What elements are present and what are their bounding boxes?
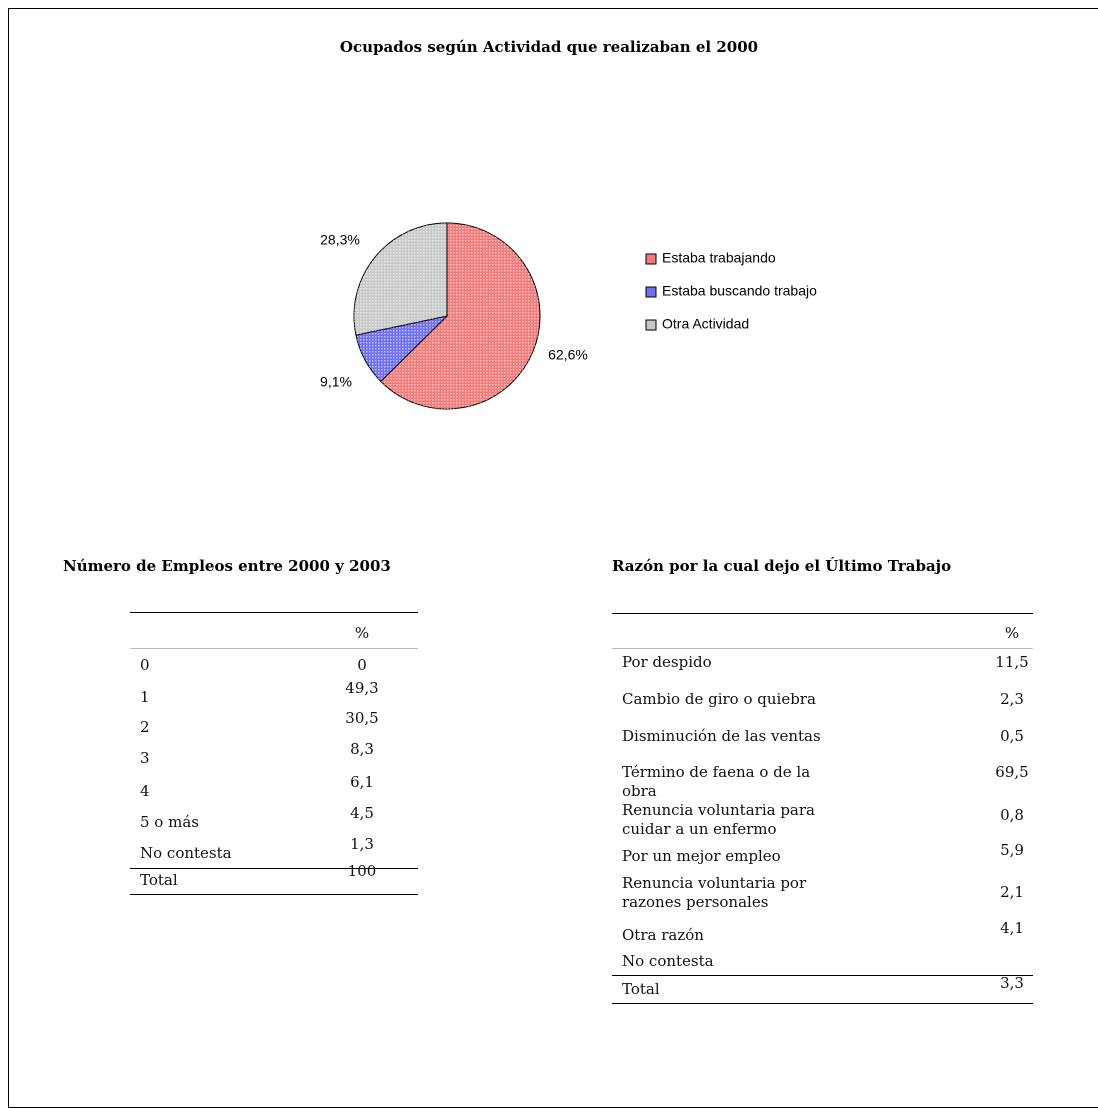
row-value: 0,5 [1000, 727, 1024, 745]
bottom-rule [130, 894, 418, 895]
page: Ocupados según Actividad que realizaban … [8, 8, 1098, 1108]
table-title: Número de Empleos entre 2000 y 2003 [63, 557, 391, 575]
row-label: Término de faena o de la obra [622, 763, 811, 800]
row-label: Por un mejor empleo [622, 847, 781, 865]
column-header: % [1004, 624, 1020, 642]
row-label: Renuncia voluntaria para cuidar a un enf… [622, 801, 815, 838]
row-label: 1 [140, 688, 150, 706]
slice-label: 9,1% [320, 374, 352, 390]
row-value: 0 [357, 656, 367, 674]
row-value: 4,5 [350, 804, 374, 822]
row-value: 69,5 [995, 763, 1029, 781]
row-value: 5,9 [1000, 841, 1024, 859]
row-label: Por despido [622, 653, 712, 671]
total-value: 100 [347, 862, 377, 880]
slice-label: 28,3% [320, 232, 360, 248]
legend-label: Estaba buscando trabajo [662, 283, 817, 299]
table-rule [612, 613, 1033, 614]
row-label: Otra razón [622, 926, 704, 944]
header-rule [130, 648, 418, 649]
row-value: 30,5 [345, 709, 379, 727]
slice-label: 62,6% [548, 347, 588, 363]
row-value: 11,5 [995, 653, 1029, 671]
row-label: No contesta [622, 952, 714, 970]
legend-label: Estaba trabajando [662, 250, 776, 266]
chart-title: Ocupados según Actividad que realizaban … [339, 38, 759, 56]
legend-swatch [645, 253, 657, 265]
row-label: Cambio de giro o quiebra [622, 690, 816, 708]
pie-slice-texture [353, 223, 447, 336]
bottom-rule [612, 1003, 1033, 1004]
row-value: 1,3 [350, 835, 374, 853]
row-value: 4,1 [1000, 919, 1024, 937]
total-rule [612, 975, 1033, 976]
row-value: 49,3 [345, 679, 379, 697]
total-label: Total [622, 980, 660, 998]
chart: 62,6% Estaba trabajando 9,1% Estaba buscand… [320, 222, 817, 410]
row-label: 5 o más [140, 813, 199, 831]
row-value: 8,3 [350, 740, 374, 758]
row-label: 3 [140, 749, 150, 767]
pie-slice-texture [380, 223, 540, 410]
row-value: 2,1 [1000, 883, 1024, 901]
total-label: Total [140, 871, 178, 889]
pie-slice-texture [355, 316, 447, 382]
row-label: 0 [140, 656, 150, 674]
legend-swatch [645, 319, 657, 331]
row-label: Renuncia voluntaria por razones personal… [622, 874, 807, 911]
table-rule [130, 612, 418, 613]
column-header: % [354, 624, 370, 642]
legend-label: Otra Actividad [662, 316, 749, 332]
header-rule [612, 648, 1033, 649]
row-value: 0,8 [1000, 806, 1024, 824]
table-title: Razón por la cual dejo el Último Trabajo [612, 557, 952, 575]
legend-swatch [645, 286, 657, 298]
row-label: Disminución de las ventas [622, 727, 821, 745]
total-value: 3,3 [1000, 974, 1024, 992]
row-value: 2,3 [1000, 690, 1024, 708]
row-label: No contesta [140, 844, 232, 862]
total-rule [130, 868, 418, 869]
row-value: 6,1 [350, 773, 374, 791]
row-label: 2 [140, 718, 150, 736]
row-label: 4 [140, 782, 150, 800]
